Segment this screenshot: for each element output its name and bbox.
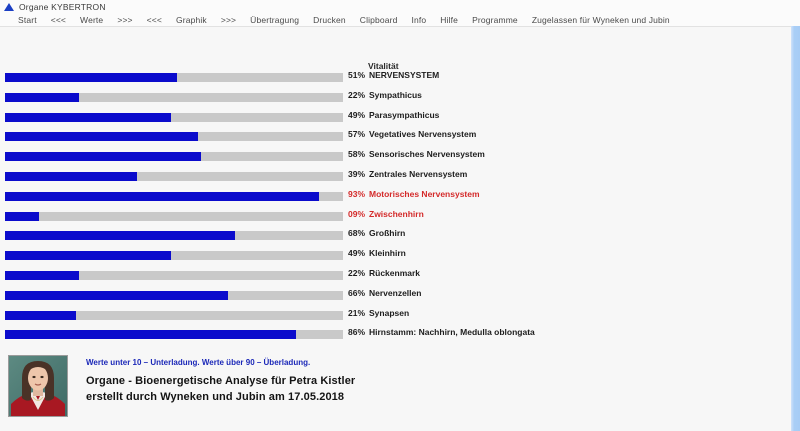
bar-label: Sympathicus xyxy=(369,89,422,100)
table-row: 86% Hirnstamm: Nachhirn, Medulla oblongat… xyxy=(0,326,800,346)
menu-item-hilfe[interactable]: Hilfe xyxy=(440,14,459,25)
menu-item-drucken[interactable]: Drucken xyxy=(313,14,346,25)
bar-value: 93% xyxy=(347,188,365,199)
bar-value: 68% xyxy=(347,228,365,239)
bar-label: Vegetatives Nervensystem xyxy=(369,129,477,140)
menu-item-start[interactable]: Start xyxy=(18,14,37,25)
menu-item-graphik[interactable]: Graphik xyxy=(176,14,207,25)
table-row: 66% Nervenzellen xyxy=(0,287,800,307)
avatar xyxy=(8,355,68,417)
bar-value: 22% xyxy=(347,89,365,100)
bar-fill xyxy=(5,92,80,102)
bar-track xyxy=(5,112,343,122)
bar-label: Zentrales Nervensystem xyxy=(369,168,468,179)
bar-fill xyxy=(5,132,198,142)
bar-chart: 51% NERVENSYSTEM 22% Sympathicus 49% Parasymp… xyxy=(0,69,800,346)
window-titlebar: Organe KYBERTRON xyxy=(0,0,800,13)
bar-label: Sensorisches Nervensystem xyxy=(369,149,485,160)
bar-fill xyxy=(5,211,39,221)
report-title: Organe - Bioenergetische Analyse für Pet… xyxy=(86,375,356,387)
bar-track xyxy=(5,290,343,300)
menubar: Start <<< Werte >>> <<< Graphik >>> Über… xyxy=(0,13,800,27)
table-row: 39% Zentrales Nervensystem xyxy=(0,168,800,188)
report-subtitle: erstellt durch Wyneken und Jubin am 17.0… xyxy=(86,391,345,403)
report-footer: Werte unter 10 – Unterladung. Werte über… xyxy=(0,355,800,417)
table-row: 51% NERVENSYSTEM xyxy=(0,69,800,89)
bar-track xyxy=(5,251,343,261)
bar-fill xyxy=(5,251,171,261)
bar-track xyxy=(5,231,343,241)
bar-track xyxy=(5,73,343,82)
menu-item-programme[interactable]: Programme xyxy=(472,14,518,25)
table-row: 21% Synapsen xyxy=(0,307,800,327)
bar-track xyxy=(5,132,343,142)
bar-fill xyxy=(5,231,235,241)
bar-track xyxy=(5,310,343,320)
bar-value: 57% xyxy=(347,129,365,140)
bar-fill xyxy=(5,73,178,82)
table-row: 58% Sensorisches Nervensystem xyxy=(0,148,800,168)
menu-item-uebertragung[interactable]: Übertragung xyxy=(250,14,300,25)
triangle-icon xyxy=(4,2,14,11)
bar-label: Großhirn xyxy=(369,228,406,239)
bar-label: Parasympathicus xyxy=(369,109,440,120)
bar-value: 58% xyxy=(347,149,365,160)
vertical-scrollbar[interactable] xyxy=(791,26,800,431)
menu-item-prev-1[interactable]: <<< xyxy=(50,14,67,25)
bar-value: 39% xyxy=(347,168,365,179)
table-row: 93% Motorisches Nervensystem xyxy=(0,188,800,208)
bar-label: Kleinhirn xyxy=(369,248,406,259)
bar-value: 86% xyxy=(347,327,365,338)
bar-label: Motorisches Nervensystem xyxy=(369,188,480,199)
bar-fill xyxy=(5,290,229,300)
bar-value: 09% xyxy=(347,208,365,219)
bar-value: 49% xyxy=(347,248,365,259)
bar-value: 21% xyxy=(347,307,365,318)
table-row: 57% Vegetatives Nervensystem xyxy=(0,128,800,148)
menu-item-prev-2[interactable]: <<< xyxy=(146,14,163,25)
bar-fill xyxy=(5,310,76,320)
bar-fill xyxy=(5,330,296,340)
table-row: 09% Zwischenhirn xyxy=(0,208,800,228)
menu-item-next-2[interactable]: >>> xyxy=(220,14,237,25)
table-row: 22% Sympathicus xyxy=(0,89,800,109)
bar-value: 22% xyxy=(347,267,365,278)
table-row: 49% Kleinhirn xyxy=(0,247,800,267)
bar-value: 51% xyxy=(347,70,365,80)
bar-track xyxy=(5,152,343,162)
bar-track xyxy=(5,191,343,201)
column-header-vitalitaet: Vitalität xyxy=(368,61,399,71)
bar-label: NERVENSYSTEM xyxy=(369,70,440,80)
bar-label: Synapsen xyxy=(369,307,410,318)
menu-item-werte[interactable]: Werte xyxy=(80,14,104,25)
bar-track xyxy=(5,171,343,181)
bar-track xyxy=(5,211,343,221)
menu-item-clipboard[interactable]: Clipboard xyxy=(359,14,398,25)
range-note: Werte unter 10 – Unterladung. Werte über… xyxy=(86,358,311,367)
bar-track xyxy=(5,330,343,340)
menu-item-info[interactable]: Info xyxy=(411,14,427,25)
bar-fill xyxy=(5,152,202,162)
bar-track xyxy=(5,92,343,102)
table-row: 22% Rückenmark xyxy=(0,267,800,287)
bar-label: Hirnstamm: Nachhirn, Medulla oblongata xyxy=(369,327,535,338)
bar-value: 49% xyxy=(347,109,365,120)
bar-label: Zwischenhirn xyxy=(369,208,424,219)
bar-label: Nervenzellen xyxy=(369,287,422,298)
bar-value: 66% xyxy=(347,287,365,298)
bar-track xyxy=(5,270,343,280)
bar-fill xyxy=(5,270,80,280)
table-row: 68% Großhirn xyxy=(0,227,800,247)
bar-fill xyxy=(5,191,320,201)
menu-item-next-1[interactable]: >>> xyxy=(117,14,133,25)
bar-fill xyxy=(5,171,137,181)
bar-fill xyxy=(5,112,171,122)
analysis-panel: Vitalität 51% NERVENSYSTEM 22% Sympathicus 4… xyxy=(0,27,800,431)
menu-item-license: Zugelassen für Wyneken und Jubin xyxy=(531,14,670,25)
bar-label: Rückenmark xyxy=(369,267,421,278)
window-title: Organe KYBERTRON xyxy=(19,1,106,12)
table-row: 49% Parasympathicus xyxy=(0,109,800,129)
